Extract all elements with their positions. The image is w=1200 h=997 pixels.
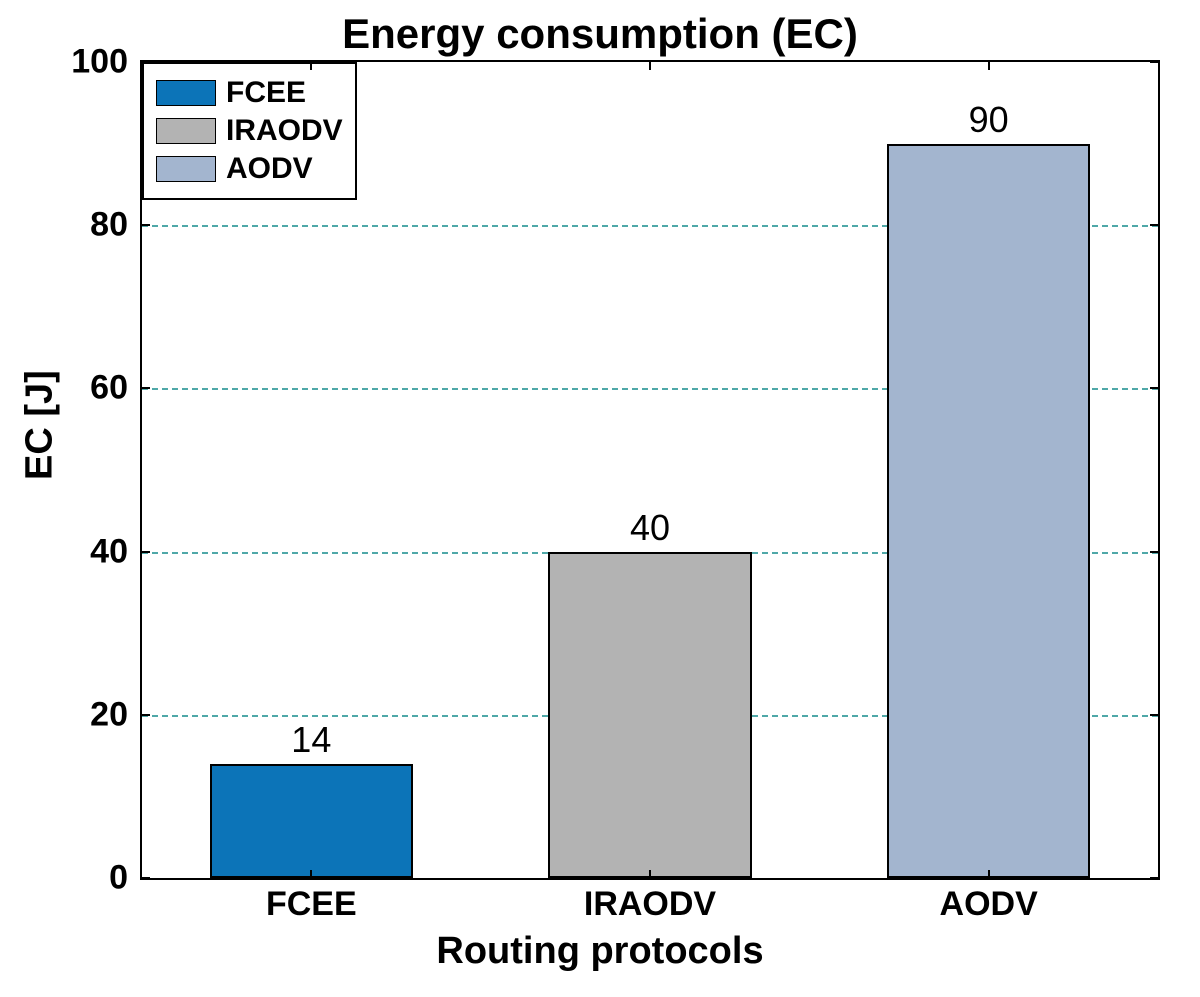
x-tick-mark xyxy=(310,60,312,70)
y-tick-mark xyxy=(140,224,150,226)
chart-title: Energy consumption (EC) xyxy=(0,10,1200,58)
legend-label: IRAODV xyxy=(226,114,343,148)
y-tick-mark xyxy=(140,387,150,389)
y-tick-mark xyxy=(1150,551,1160,553)
x-tick-mark xyxy=(649,870,651,880)
y-tick-label: 20 xyxy=(48,695,128,734)
y-tick-mark xyxy=(1150,387,1160,389)
x-tick-label: IRAODV xyxy=(584,885,716,924)
y-tick-mark xyxy=(140,551,150,553)
bar-fcee xyxy=(210,764,413,878)
chart-container: Energy consumption (EC) EC [J] Routing p… xyxy=(0,0,1200,997)
legend-swatch xyxy=(156,80,216,106)
legend-item: IRAODV xyxy=(156,114,343,148)
bar-iraodv xyxy=(548,552,751,878)
y-tick-label: 0 xyxy=(48,859,128,898)
y-tick-label: 60 xyxy=(48,369,128,408)
legend-label: AODV xyxy=(226,152,313,186)
y-tick-label: 80 xyxy=(48,206,128,245)
legend-item: AODV xyxy=(156,152,343,186)
y-axis-label: EC [J] xyxy=(19,460,62,480)
y-tick-mark xyxy=(140,877,150,879)
bar-value-label: 40 xyxy=(630,507,670,549)
x-axis-label: Routing protocols xyxy=(0,930,1200,973)
x-tick-mark xyxy=(988,60,990,70)
y-tick-mark xyxy=(1150,877,1160,879)
legend-item: FCEE xyxy=(156,76,343,110)
y-tick-mark xyxy=(140,61,150,63)
legend: FCEE IRAODV AODV xyxy=(142,62,357,200)
y-tick-mark xyxy=(1150,224,1160,226)
x-tick-mark xyxy=(988,870,990,880)
legend-swatch xyxy=(156,156,216,182)
x-tick-mark xyxy=(649,60,651,70)
x-tick-label: FCEE xyxy=(266,885,357,924)
x-tick-label: AODV xyxy=(940,885,1038,924)
legend-swatch xyxy=(156,118,216,144)
bar-value-label: 90 xyxy=(969,99,1009,141)
y-tick-mark xyxy=(1150,61,1160,63)
bar-aodv xyxy=(887,144,1090,878)
y-tick-label: 100 xyxy=(48,43,128,82)
legend-label: FCEE xyxy=(226,76,306,110)
y-tick-mark xyxy=(1150,714,1160,716)
y-tick-label: 40 xyxy=(48,532,128,571)
bar-value-label: 14 xyxy=(291,719,331,761)
y-tick-mark xyxy=(140,714,150,716)
x-tick-mark xyxy=(310,870,312,880)
